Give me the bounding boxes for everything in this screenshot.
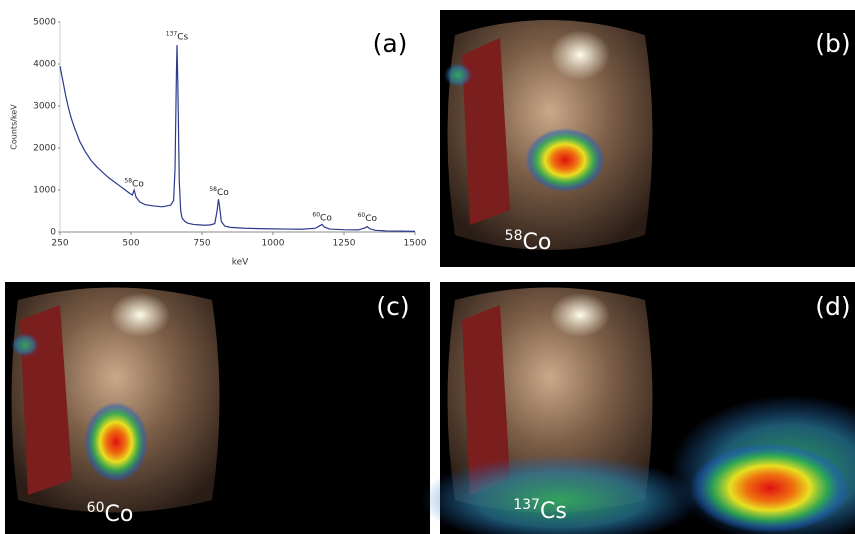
y-tick-label: 2000 — [33, 144, 56, 154]
panel-label: (b) — [815, 29, 850, 58]
mass-number: 58 — [505, 228, 523, 244]
heat-spot — [84, 402, 148, 482]
light — [550, 293, 610, 337]
panel-label: (c) — [376, 292, 409, 321]
spectrum-chart: (a) keV Counts/keV 0 1000 2000 3000 4000 5000… — [10, 18, 427, 268]
heat-spot — [11, 333, 39, 357]
mass-number: 137 — [166, 30, 178, 37]
element: Co — [523, 230, 552, 255]
light — [110, 293, 170, 337]
y-tick-label: 1000 — [33, 186, 56, 196]
mass-number: 137 — [513, 497, 540, 513]
x-tick-label: 1500 — [404, 239, 427, 249]
isotope-label: 137Cs — [513, 497, 567, 524]
heat-spot — [690, 443, 850, 533]
y-axis-label: Counts/keV — [10, 104, 19, 150]
panel-c: (c) 60Co — [5, 282, 430, 534]
isotope-label: 58Co — [505, 228, 552, 255]
peak-annotation: 137Cs — [166, 30, 189, 42]
x-tick-label: 250 — [51, 239, 68, 249]
y-tick-label: 0 — [50, 228, 56, 238]
heat-spot — [525, 128, 605, 192]
y-tick-label: 4000 — [33, 60, 56, 70]
element: Co — [320, 213, 332, 223]
mass-number: 60 — [358, 212, 366, 219]
mass-number: 58 — [124, 177, 132, 184]
spectrum-line — [59, 45, 416, 232]
cabinet — [462, 305, 510, 495]
x-axis-label: keV — [232, 258, 249, 268]
x-tick-label: 1000 — [262, 239, 285, 249]
panel-label: (d) — [815, 292, 850, 321]
element: Cs — [540, 499, 567, 524]
peak-annotation: 60Co — [358, 212, 378, 224]
isotope-label: 60Co — [87, 500, 134, 527]
x-tick-label: 750 — [193, 239, 210, 249]
element: Cs — [177, 32, 188, 42]
panel-b: (b) 58Co — [440, 10, 855, 267]
peak-annotation: 60Co — [312, 211, 332, 223]
panel-d: (d) 137Cs — [420, 282, 855, 534]
element: Co — [365, 214, 377, 224]
y-tick-label: 5000 — [33, 18, 56, 28]
mass-number: 60 — [312, 211, 320, 218]
element: Co — [217, 188, 229, 198]
element: Co — [105, 502, 134, 527]
panel-label: (a) — [373, 29, 408, 58]
light — [550, 30, 610, 80]
x-tick-label: 1250 — [333, 239, 356, 249]
y-tick-label: 3000 — [33, 102, 56, 112]
mass-number: 60 — [87, 500, 105, 516]
cabinet — [462, 38, 510, 225]
element: Co — [132, 179, 144, 189]
mass-number: 58 — [209, 186, 217, 193]
peak-annotation: 58Co — [209, 186, 229, 198]
x-tick-label: 500 — [122, 239, 139, 249]
peak-annotation: 58Co — [124, 177, 144, 189]
heat-field — [420, 455, 700, 534]
heat-spot — [444, 63, 472, 87]
